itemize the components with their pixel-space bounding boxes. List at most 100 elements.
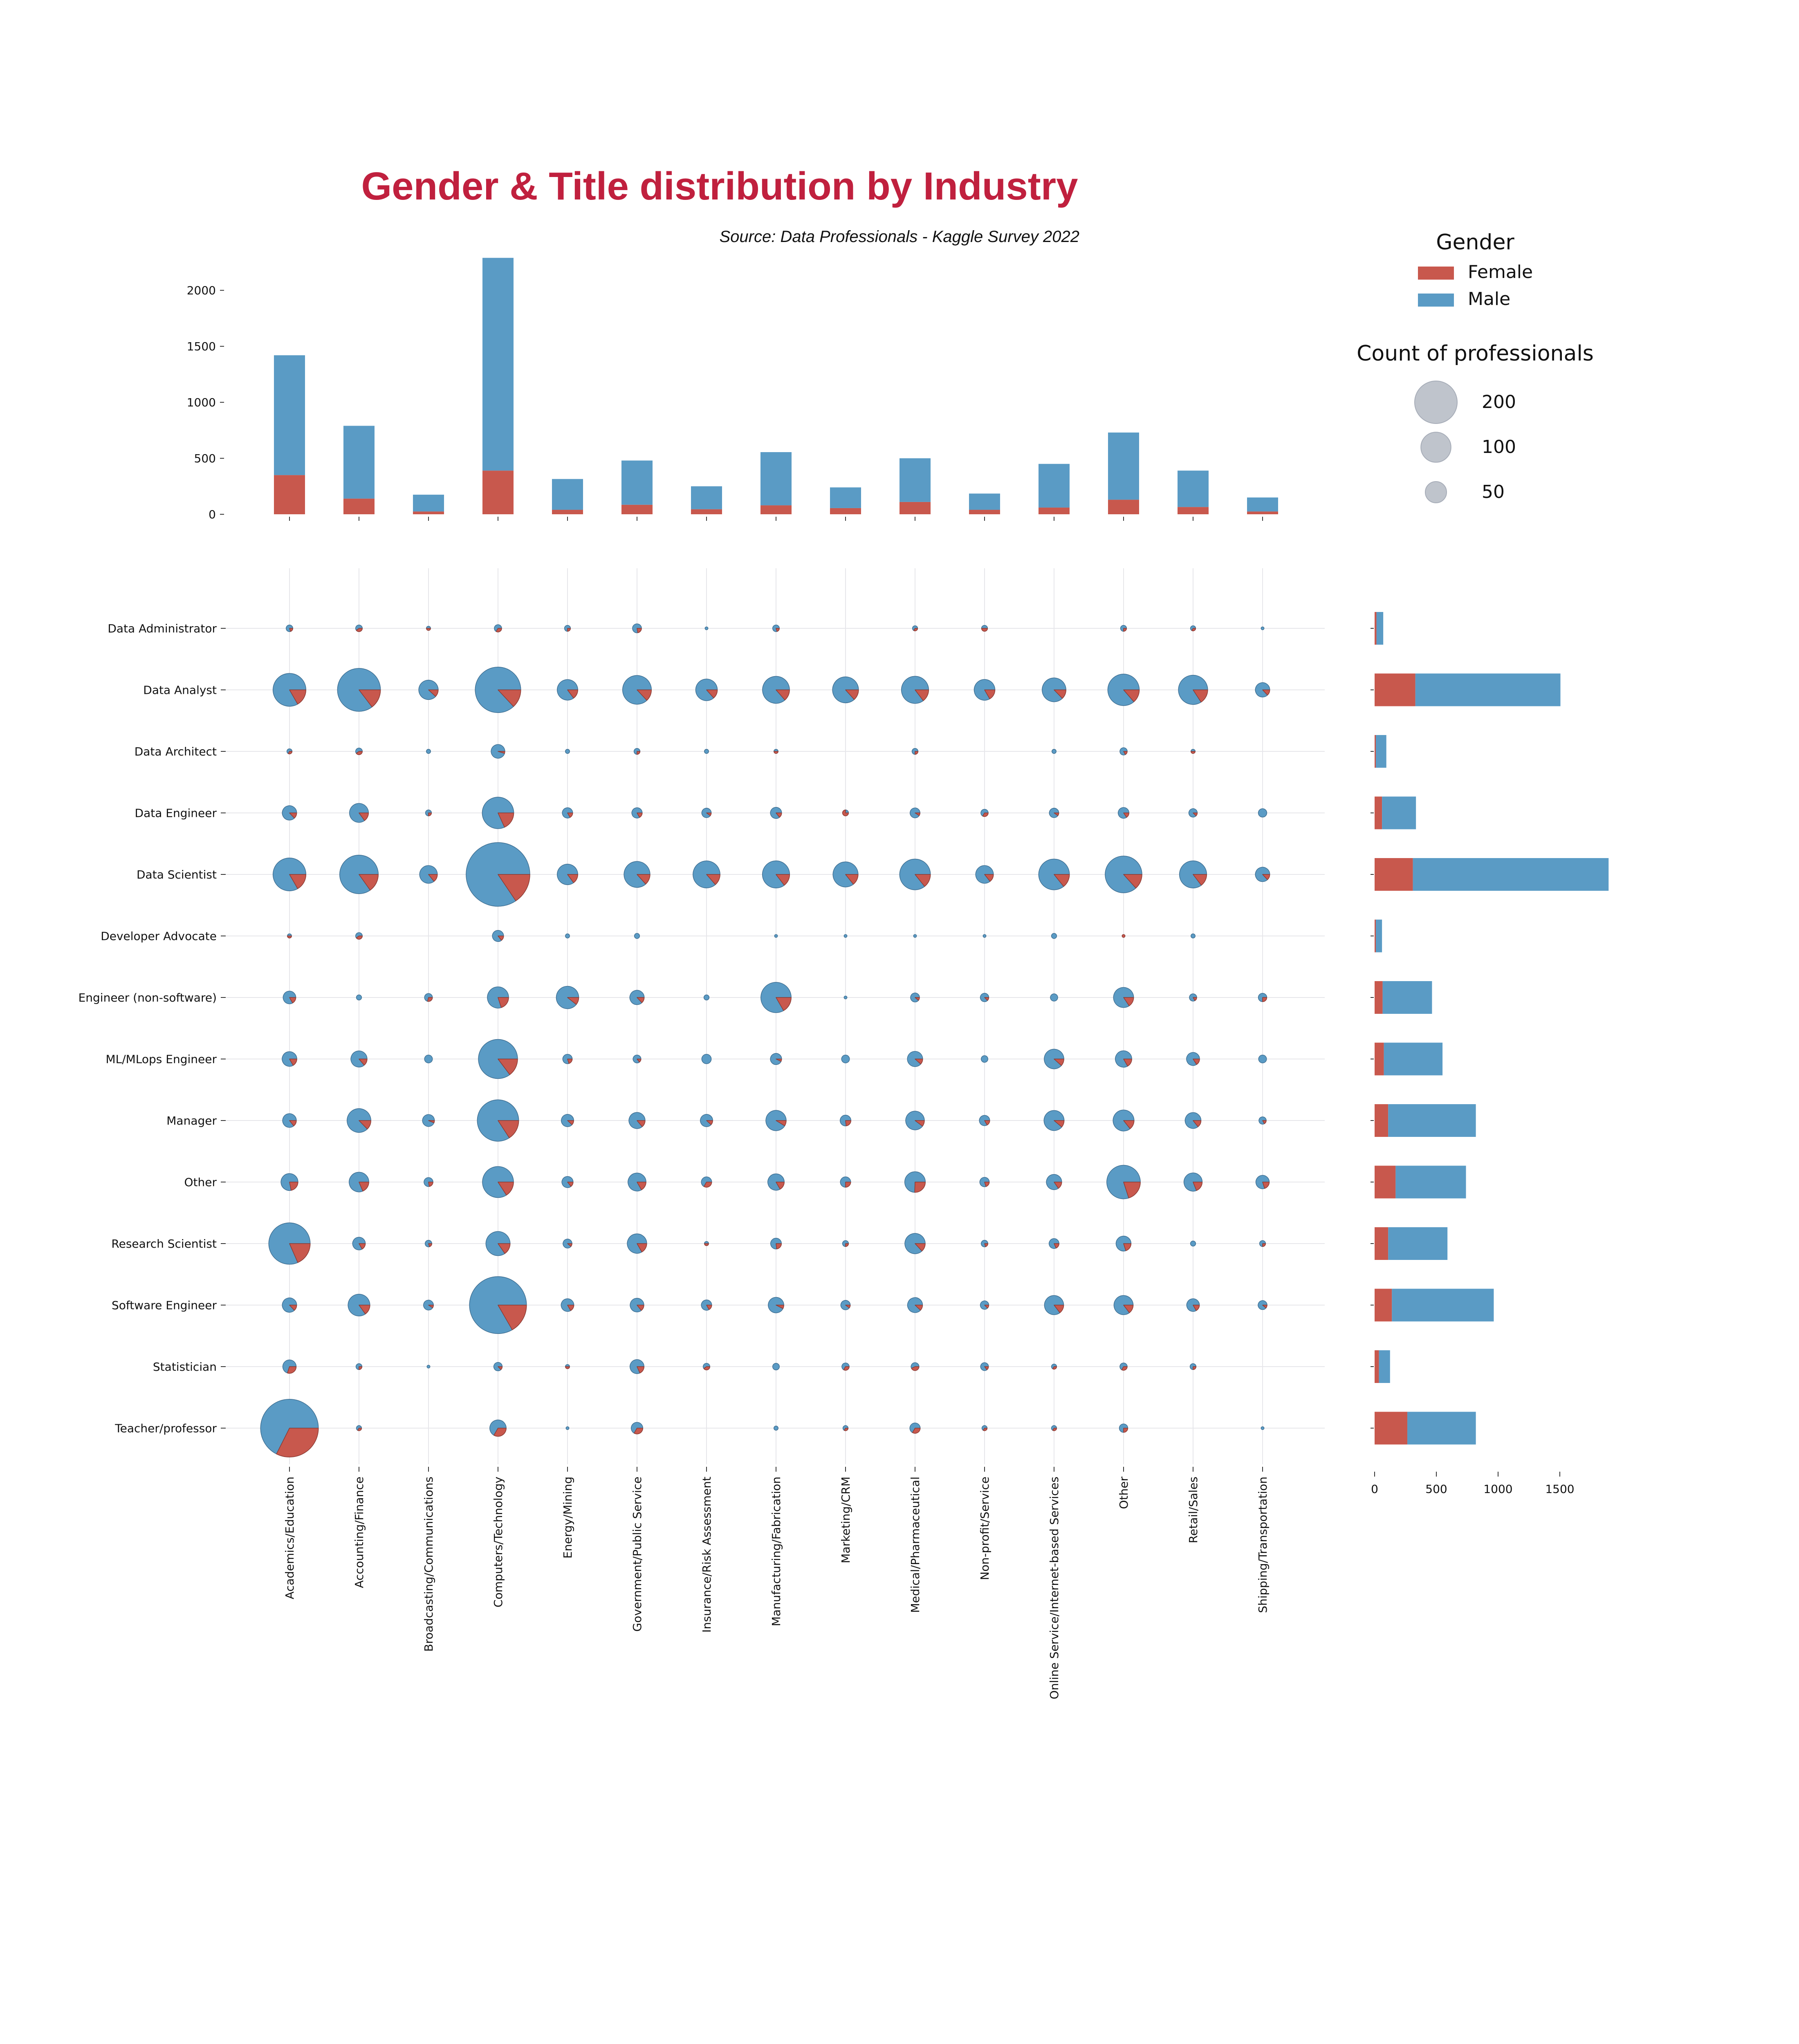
- pie-data-analyst-energy-mining-female: [567, 689, 578, 699]
- pie-data-scientist-energy-mining-female: [567, 874, 578, 883]
- pie-data-architect-manufacturing-fabrication-female: [774, 751, 778, 754]
- pie-research-scientist-accounting-finance-female: [359, 1243, 366, 1250]
- pie-research-scientist-online-service-internet-based-services-male: [1049, 1238, 1059, 1249]
- right-bar-male-other: [1395, 1165, 1466, 1199]
- right-bar-female-manager: [1375, 1104, 1389, 1137]
- pie-engineer-non-software-computers-technology-male: [487, 986, 509, 1009]
- pie-data-administrator-computers-technology-female: [496, 628, 502, 632]
- pie-teacher-professor-online-service-internet-based-services-female: [1052, 1428, 1057, 1431]
- pie-statistician-retail-sales-male: [1189, 1363, 1197, 1370]
- pie-data-engineer-online-service-internet-based-services-male: [1049, 808, 1059, 818]
- pie-data-administrator-non-profit-service-female: [981, 628, 988, 632]
- pie-data-architect-manufacturing-fabrication-male: [774, 749, 778, 752]
- pie-data-scientist-government-public-service-female: [637, 874, 651, 885]
- pie-data-analyst-other-female: [1123, 689, 1140, 702]
- pie-data-engineer-broadcasting-communications-male: [425, 809, 432, 816]
- matrix-ylabel-manager: Manager: [166, 1114, 217, 1127]
- pie-software-engineer-non-profit-service-female: [984, 1304, 989, 1309]
- pie-data-engineer-energy-mining-female: [567, 812, 573, 818]
- pie-teacher-professor-energy-mining-male: [565, 1426, 570, 1430]
- pie-data-scientist-online-service-internet-based-services-female: [1054, 874, 1070, 887]
- pie-developer-advocate-academics-education-male: [287, 933, 292, 937]
- pie-data-engineer-computers-technology-female: [498, 812, 514, 828]
- matrix-xlabel-accounting-finance: Accounting/Finance: [352, 1477, 366, 1588]
- pie-developer-advocate-government-public-service-male: [634, 933, 640, 939]
- pie-software-engineer-broadcasting-communications-female: [428, 1304, 434, 1308]
- pie-data-administrator-medical-pharmaceutical-female: [913, 628, 918, 632]
- matrix-ylabel-engineer-non-software: Engineer (non-software): [79, 991, 217, 1004]
- top-bar-female-accounting-finance: [343, 498, 375, 514]
- pie-research-scientist-insurance-risk-assessment-female: [704, 1243, 709, 1246]
- pie-research-scientist-energy-mining-female: [567, 1243, 572, 1247]
- pie-ml-mlops-engineer-energy-mining-male: [562, 1054, 573, 1064]
- pie-data-administrator-retail-sales-female: [1191, 628, 1196, 632]
- pie-data-analyst-shipping-transportation-female: [1262, 689, 1270, 696]
- pie-teacher-professor-government-public-service-male: [631, 1422, 643, 1434]
- pie-statistician-energy-mining-female: [565, 1366, 570, 1369]
- pie-ml-mlops-engineer-accounting-finance-female: [359, 1058, 368, 1066]
- pie-ml-mlops-engineer-energy-mining-female: [567, 1058, 573, 1064]
- pie-data-architect-other-female: [1123, 751, 1128, 755]
- pie-data-architect-other-male: [1119, 747, 1128, 755]
- pie-other-online-service-internet-based-services-male: [1046, 1174, 1062, 1190]
- legend-size-label-200: 200: [1482, 392, 1516, 412]
- right-bar-female-teacher-professor: [1375, 1412, 1408, 1445]
- pie-engineer-non-software-accounting-finance-male: [356, 994, 362, 1001]
- pie-data-scientist-accounting-finance-female: [359, 874, 379, 891]
- pie-data-engineer-academics-education-female: [289, 812, 297, 819]
- matrix-ylabel-other: Other: [184, 1176, 217, 1189]
- pie-manager-energy-mining-female: [567, 1120, 574, 1125]
- pie-developer-advocate-manufacturing-fabrication-male: [774, 934, 778, 938]
- pie-manager-academics-education-female: [289, 1120, 297, 1126]
- matrix-ylabel-teacher-professor: Teacher/professor: [114, 1422, 217, 1435]
- pie-ml-mlops-engineer-retail-sales-male: [1186, 1052, 1200, 1066]
- pie-statistician-computers-technology-female: [498, 1366, 503, 1370]
- pie-research-scientist-insurance-risk-assessment-male: [704, 1241, 709, 1244]
- pie-other-academics-education-female: [289, 1181, 298, 1191]
- matrix-ylabel-data-scientist: Data Scientist: [137, 868, 217, 881]
- top-bar-male-online-service-internet-based-services: [1039, 464, 1070, 508]
- pie-statistician-broadcasting-communications-male: [426, 1365, 431, 1369]
- pie-statistician-non-profit-service-female: [984, 1366, 989, 1370]
- pie-statistician-manufacturing-fabrication-male: [772, 1363, 780, 1370]
- pie-research-scientist-shipping-transportation-male: [1259, 1240, 1266, 1247]
- matrix-ylabel-data-administrator: Data Administrator: [108, 622, 217, 635]
- top-ytick-label: 1000: [187, 396, 216, 409]
- pie-statistician-insurance-risk-assessment-male: [703, 1363, 710, 1369]
- pie-research-scientist-marketing-crm-female: [845, 1243, 849, 1247]
- pie-ml-mlops-engineer-other-male: [1115, 1050, 1132, 1068]
- pie-data-scientist-manufacturing-fabrication-female: [776, 874, 790, 886]
- matrix-xlabel-computers-technology: Computers/Technology: [491, 1477, 505, 1607]
- matrix-xlabel-non-profit-service: Non-profit/Service: [978, 1477, 991, 1580]
- right-bar-male-data-scientist: [1413, 858, 1609, 891]
- matrix-xlabel-medical-pharmaceutical: Medical/Pharmaceutical: [908, 1477, 922, 1613]
- pie-engineer-non-software-manufacturing-fabrication-female: [776, 997, 792, 1011]
- pie-manager-computers-technology-female: [498, 1120, 519, 1139]
- pie-other-marketing-crm-female: [845, 1181, 851, 1188]
- pie-other-insurance-risk-assessment-male: [701, 1177, 712, 1187]
- matrix-xlabel-government-public-service: Government/Public Service: [630, 1477, 644, 1632]
- pie-data-administrator-other-female: [1123, 628, 1127, 632]
- top-bar-male-government-public-service: [621, 460, 653, 505]
- right-bar-male-teacher-professor: [1407, 1412, 1476, 1445]
- pie-data-administrator-non-profit-service-male: [981, 625, 988, 629]
- pie-other-medical-pharmaceutical-male: [904, 1171, 926, 1193]
- pie-software-engineer-manufacturing-fabrication-female: [776, 1304, 784, 1309]
- pie-data-analyst-broadcasting-communications-female: [428, 689, 439, 697]
- pie-teacher-professor-manufacturing-fabrication-male: [774, 1425, 778, 1431]
- top-bar-male-broadcasting-communications: [413, 495, 444, 512]
- pie-data-analyst-non-profit-service-female: [984, 689, 996, 699]
- pie-manager-accounting-finance-female: [359, 1120, 371, 1130]
- pie-other-online-service-internet-based-services-female: [1054, 1181, 1062, 1189]
- pie-teacher-professor-computers-technology-male: [489, 1419, 507, 1436]
- pie-data-administrator-broadcasting-communications-female: [426, 628, 431, 631]
- pie-ml-mlops-engineer-marketing-crm-male: [841, 1055, 850, 1063]
- pie-statistician-accounting-finance-female: [359, 1366, 363, 1370]
- pie-other-computers-technology-female: [498, 1181, 514, 1196]
- pie-statistician-energy-mining-male: [565, 1364, 570, 1367]
- pie-software-engineer-manufacturing-fabrication-male: [768, 1297, 784, 1313]
- matrix-xlabel-retail-sales: Retail/Sales: [1187, 1477, 1200, 1543]
- pie-data-analyst-marketing-crm-female: [845, 689, 859, 700]
- right-bar-female-statistician: [1375, 1350, 1379, 1383]
